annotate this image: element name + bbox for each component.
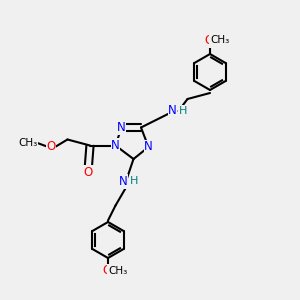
Text: N: N bbox=[111, 139, 120, 152]
Text: N: N bbox=[118, 175, 127, 188]
Text: N: N bbox=[168, 104, 177, 118]
Text: N: N bbox=[117, 121, 126, 134]
Text: N: N bbox=[144, 140, 153, 154]
Text: O: O bbox=[205, 34, 214, 47]
Text: CH₃: CH₃ bbox=[18, 137, 37, 148]
Text: O: O bbox=[46, 140, 56, 154]
Text: H: H bbox=[179, 106, 187, 116]
Text: CH₃: CH₃ bbox=[108, 266, 127, 276]
Text: O: O bbox=[103, 264, 112, 278]
Text: CH₃: CH₃ bbox=[210, 35, 229, 46]
Text: H: H bbox=[130, 176, 138, 187]
Text: O: O bbox=[84, 166, 93, 179]
